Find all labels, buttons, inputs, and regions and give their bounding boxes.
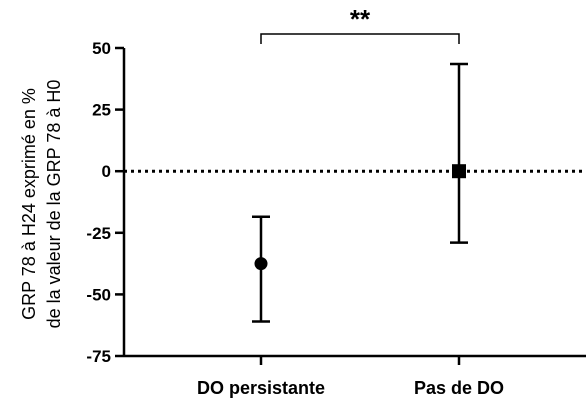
y-tick-label: -25 [86,224,111,243]
y-axis-ticks: 50 25 0 -25 -50 -75 [86,39,124,366]
y-axis-label-line: GRP 78 à H24 exprimé en % [19,88,39,320]
axes [122,48,586,358]
data-points [252,62,468,323]
significance-bracket [260,33,460,44]
data-point-circle [254,257,268,271]
x-category-label: Pas de DO [414,378,504,398]
y-axis-label-line: de la valeur de la GRP 78 à H0 [44,80,64,329]
significance-label: ** [350,4,371,34]
significance-annotation: ** [260,4,460,44]
y-axis-label: GRP 78 à H24 exprimé en % de la valeur de… [19,80,64,329]
x-axis-categories: DO persistante Pas de DO [197,356,504,398]
data-point-square [452,164,466,179]
y-tick-label: -50 [86,285,111,304]
y-tick-label: 25 [92,101,111,120]
x-category-label: DO persistante [197,378,325,398]
y-tick-label: -75 [86,347,111,366]
y-tick-label: 50 [92,39,111,58]
y-tick-label: 0 [102,162,111,181]
